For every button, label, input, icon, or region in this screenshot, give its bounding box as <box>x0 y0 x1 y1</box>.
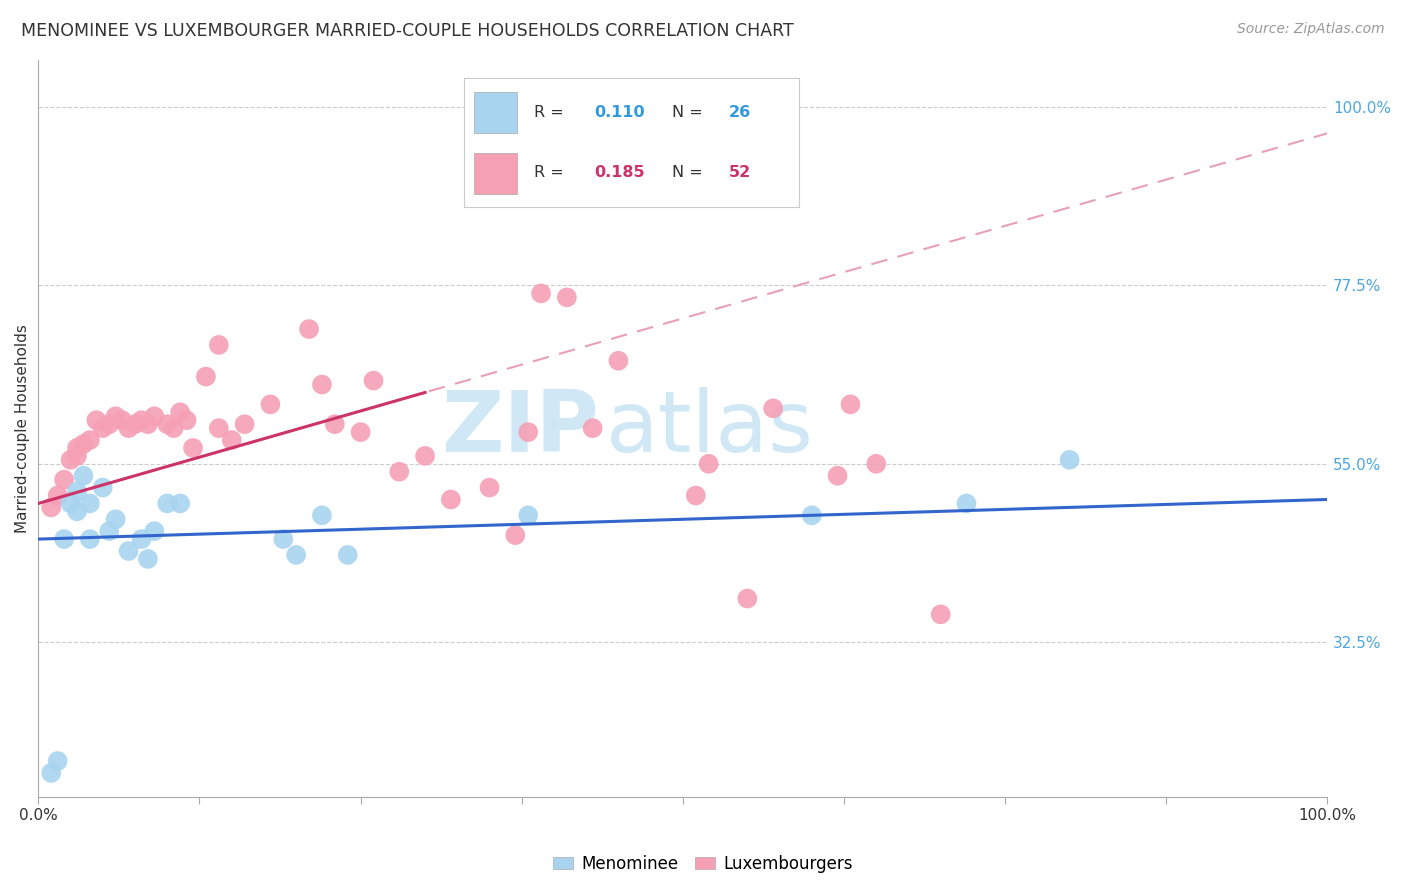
Point <box>440 492 463 507</box>
Point <box>685 488 707 502</box>
Point <box>478 481 501 495</box>
Point <box>59 496 82 510</box>
Point <box>363 374 385 388</box>
Point <box>46 754 69 768</box>
Text: Source: ZipAtlas.com: Source: ZipAtlas.com <box>1237 22 1385 37</box>
Point <box>66 441 89 455</box>
Text: ZIP: ZIP <box>441 386 599 469</box>
Text: MENOMINEE VS LUXEMBOURGER MARRIED-COUPLE HOUSEHOLDS CORRELATION CHART: MENOMINEE VS LUXEMBOURGER MARRIED-COUPLE… <box>21 22 794 40</box>
Point <box>39 765 62 780</box>
Point <box>221 433 243 447</box>
Point <box>163 421 186 435</box>
Point <box>79 532 101 546</box>
Point <box>39 500 62 515</box>
Point <box>194 369 217 384</box>
Point <box>517 508 540 523</box>
Point <box>607 353 630 368</box>
Point <box>131 532 153 546</box>
Point <box>176 413 198 427</box>
Point <box>517 425 540 439</box>
Point <box>143 409 166 424</box>
Point <box>79 433 101 447</box>
Point <box>169 496 191 510</box>
Point <box>697 457 720 471</box>
Point <box>1059 453 1081 467</box>
Point <box>124 417 146 432</box>
Point <box>66 484 89 499</box>
Point <box>91 481 114 495</box>
Point <box>53 473 76 487</box>
Point <box>98 417 121 432</box>
Point <box>336 548 359 562</box>
Point <box>233 417 256 432</box>
Point <box>285 548 308 562</box>
Point <box>929 607 952 622</box>
Point <box>72 468 94 483</box>
Point <box>271 532 294 546</box>
Point <box>827 468 849 483</box>
Point <box>59 453 82 467</box>
Point <box>98 524 121 538</box>
Point <box>800 508 823 523</box>
Point <box>136 552 159 566</box>
Point <box>53 532 76 546</box>
Legend: Menominee, Luxembourgers: Menominee, Luxembourgers <box>547 848 859 880</box>
Point <box>505 528 527 542</box>
Point <box>311 377 333 392</box>
Point <box>117 421 139 435</box>
Point <box>323 417 346 432</box>
Point <box>865 457 887 471</box>
Point <box>46 488 69 502</box>
Point <box>66 449 89 463</box>
Point <box>169 405 191 419</box>
Point <box>349 425 371 439</box>
Point <box>208 338 231 352</box>
Point <box>181 441 204 455</box>
Point <box>104 409 127 424</box>
Point <box>737 591 759 606</box>
Y-axis label: Married-couple Households: Married-couple Households <box>15 324 30 533</box>
Point <box>582 421 605 435</box>
Point <box>91 421 114 435</box>
Point <box>111 413 134 427</box>
Point <box>413 449 436 463</box>
Point <box>839 397 862 411</box>
Point <box>311 508 333 523</box>
Point <box>86 413 108 427</box>
Point <box>66 504 89 518</box>
Point <box>72 437 94 451</box>
Point <box>136 417 159 432</box>
Point <box>388 465 411 479</box>
Point <box>143 524 166 538</box>
Point <box>208 421 231 435</box>
Point <box>762 401 785 416</box>
Point <box>156 417 179 432</box>
Point <box>955 496 977 510</box>
Point <box>79 496 101 510</box>
Point <box>530 286 553 301</box>
Point <box>555 290 578 304</box>
Point <box>259 397 281 411</box>
Point <box>104 512 127 526</box>
Point <box>298 322 321 336</box>
Point <box>156 496 179 510</box>
Point <box>117 544 139 558</box>
Point <box>131 413 153 427</box>
Text: atlas: atlas <box>606 386 814 469</box>
